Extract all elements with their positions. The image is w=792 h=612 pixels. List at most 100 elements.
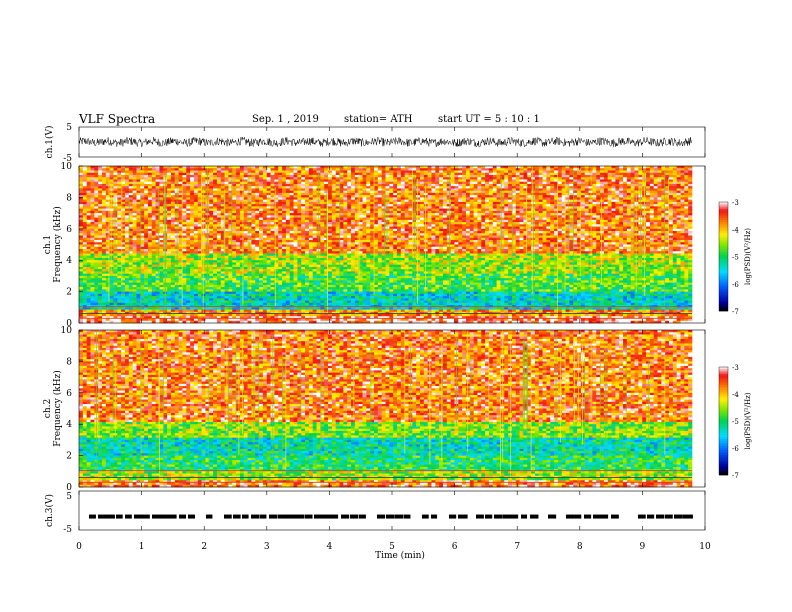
ch3-data-block: [656, 515, 664, 519]
ch2-ytick-label: 10: [61, 326, 73, 336]
ch3-data-block: [683, 515, 693, 519]
ch1-channel-label: ch.1: [43, 235, 53, 254]
ch3-data-block: [251, 515, 260, 519]
ch2-colorbar-tick-label: -4: [732, 391, 739, 399]
ch2-ylabel: Frequency (kHz): [52, 370, 63, 447]
ch3-data-block: [161, 515, 171, 519]
ch3-data-block: [665, 515, 673, 519]
ch3-data-block: [485, 515, 492, 519]
ch2-ytick-label: 6: [66, 389, 72, 399]
ch2-ytick-label: 4: [66, 420, 72, 430]
ch1-spectrogram: [79, 166, 728, 323]
ch3-data-block: [602, 515, 608, 519]
ch2-channel-label: ch.2: [43, 399, 53, 418]
ch3-data-block: [242, 515, 249, 519]
station-label: station= ATH: [344, 114, 412, 125]
ch3-data-block: [395, 515, 404, 519]
ch3-data-block: [386, 515, 395, 519]
ch3-data-block: [377, 515, 385, 519]
ch3-data-block: [494, 515, 503, 519]
ch3-data-block: [593, 515, 603, 519]
ch3-data-block: [458, 515, 468, 519]
ch3-data-block: [134, 515, 143, 519]
ch3-data-block: [647, 515, 654, 519]
figure-title: VLF Spectra: [79, 112, 155, 126]
ch3-data-block: [116, 515, 123, 519]
ch1-waveform-ylabel: ch.1(V): [44, 126, 55, 159]
ch3-data-block: [575, 515, 581, 519]
ch1-ytick-label: 6: [66, 225, 72, 235]
ch1-colorbar-tick-label: -3: [732, 199, 739, 207]
ch3-data-block: [449, 515, 456, 519]
ch3-data-block: [404, 515, 410, 519]
ch2-colorbar-tick-label: -3: [732, 364, 739, 372]
time-tick-label: 6: [452, 542, 458, 552]
ch3-data-block: [107, 515, 115, 519]
ch3-data-block: [548, 515, 556, 519]
ch3-data-block: [503, 515, 512, 519]
time-axis-label: Time (min): [375, 550, 425, 561]
ch2-colorbar-label: log(PSD)(V²/Hz): [744, 392, 752, 449]
time-tick-label: 7: [514, 542, 520, 552]
ch3-data-block: [89, 515, 96, 519]
ch3-data-block: [260, 515, 266, 519]
ch3-data-block: [143, 515, 150, 519]
ch2-ytick-label: 8: [66, 357, 72, 367]
ch3-data-block: [530, 515, 538, 519]
ch1-ylabel: Frequency (kHz): [52, 206, 63, 283]
ch1-colorbar-tick-label: -4: [732, 226, 739, 234]
ch3-data-block: [269, 515, 278, 519]
ch1-waveform-line: [79, 137, 692, 147]
ch3-data-block: [674, 515, 683, 519]
ch3-data-block: [233, 515, 241, 519]
ch3-data-block: [512, 515, 518, 519]
ch3-ytick-label: 5: [66, 492, 72, 502]
ch3-data-block: [170, 515, 177, 519]
time-tick-label: 3: [264, 542, 270, 552]
ch3-data-block: [305, 515, 313, 519]
time-tick-label: 9: [640, 542, 646, 552]
ch1-colorbar-tick-label: -7: [732, 308, 739, 316]
ch3-data-block: [314, 515, 323, 519]
ch3-data-block: [179, 515, 186, 519]
ch3-data-block: [359, 515, 366, 519]
ch3-data-block: [296, 515, 305, 519]
ch3-data-block: [206, 515, 212, 519]
time-tick-label: 2: [201, 542, 207, 552]
ch3-waveform-frame: [79, 491, 705, 530]
ch3-data-block: [422, 515, 429, 519]
ch1-colorbar-tick-label: -5: [732, 254, 739, 262]
recording-date: Sep. 1 , 2019: [252, 114, 319, 125]
time-tick-label: 8: [577, 542, 583, 552]
ch1-ytick-label: 5: [66, 123, 72, 133]
time-tick-label: 10: [699, 542, 711, 552]
ch3-ytick-label: -5: [63, 525, 72, 535]
ch1-ytick-label: 10: [61, 162, 73, 172]
ch3-data-block: [638, 515, 646, 519]
ch3-waveform-ylabel: ch.3(V): [44, 494, 55, 527]
ch3-data-block: [125, 515, 132, 519]
ch3-data-block: [431, 515, 437, 519]
ch1-ytick-label: 8: [66, 193, 72, 203]
ch1-colorbar-label: log(PSD)(V²/Hz): [744, 228, 752, 285]
ch2-spectrogram: [79, 330, 728, 487]
time-tick-label: 4: [327, 542, 333, 552]
time-tick-label: 1: [139, 542, 145, 552]
ch2-ytick-label: 2: [66, 452, 72, 462]
ch1-ytick-label: 4: [66, 256, 72, 266]
ch3-data-block: [611, 515, 619, 519]
ch3-data-block: [152, 515, 162, 519]
ch3-data-block: [584, 515, 591, 519]
ch3-data-block: [98, 515, 107, 519]
start-time-label: start UT = 5 : 10 : 1: [438, 114, 540, 125]
ch3-data-block: [350, 515, 358, 519]
ch3-data-block: [476, 515, 484, 519]
ch3-data-block: [287, 515, 296, 519]
ch3-data-block: [323, 515, 333, 519]
ch3-data-block: [188, 515, 195, 519]
ch3-data-block: [332, 515, 338, 519]
ch3-data-block: [521, 515, 527, 519]
ch3-data-block: [278, 515, 288, 519]
ch2-colorbar-tick-label: -6: [732, 445, 739, 453]
